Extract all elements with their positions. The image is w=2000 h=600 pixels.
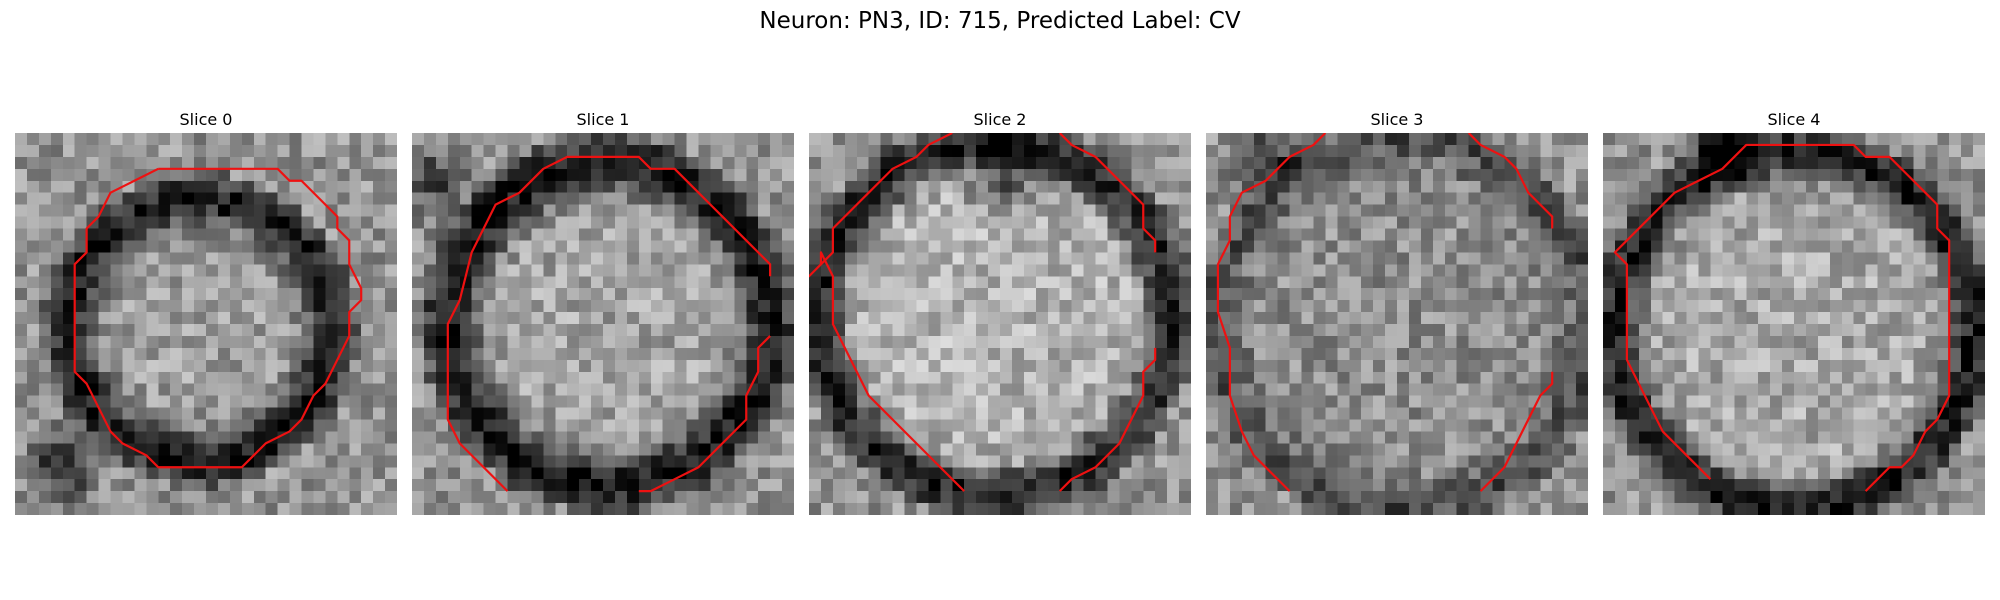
segmentation-contour	[1058, 347, 1157, 492]
segmentation-contour	[73, 167, 363, 469]
slice-image	[1206, 133, 1588, 515]
segmentation-contour	[1058, 133, 1157, 253]
slice-title: Slice 0	[179, 110, 233, 129]
slice-image	[1603, 133, 1985, 515]
micrograph-pixels	[1603, 133, 1985, 515]
micrograph-pixels	[1206, 133, 1588, 515]
slice-image	[809, 133, 1191, 515]
segmentation-contour	[1216, 133, 1327, 492]
segmentation-contour	[809, 133, 965, 492]
slice-title: Slice 1	[576, 110, 630, 129]
segmentation-contour	[638, 335, 771, 493]
slice-title: Slice 2	[973, 110, 1027, 129]
segmentation-contour	[1467, 133, 1554, 229]
slice-image	[15, 133, 397, 515]
slice-title: Slice 4	[1767, 110, 1821, 129]
slice-panel-4: Slice 4	[1603, 110, 1985, 515]
slice-image	[412, 133, 794, 515]
figure-title: Neuron: PN3, ID: 715, Predicted Label: C…	[759, 8, 1241, 34]
micrograph-pixels	[809, 133, 1191, 515]
segmentation-contour	[1479, 371, 1554, 492]
slice-title: Slice 3	[1370, 110, 1424, 129]
micrograph-pixels	[15, 133, 397, 515]
segmentation-contour	[1613, 143, 1951, 492]
micrograph-pixels	[412, 133, 794, 515]
slice-panel-2: Slice 2	[809, 110, 1191, 515]
slice-panel-3: Slice 3	[1206, 110, 1588, 515]
segmentation-contour	[446, 155, 772, 492]
slice-panel-1: Slice 1	[412, 110, 794, 515]
slice-panel-0: Slice 0	[15, 110, 397, 515]
